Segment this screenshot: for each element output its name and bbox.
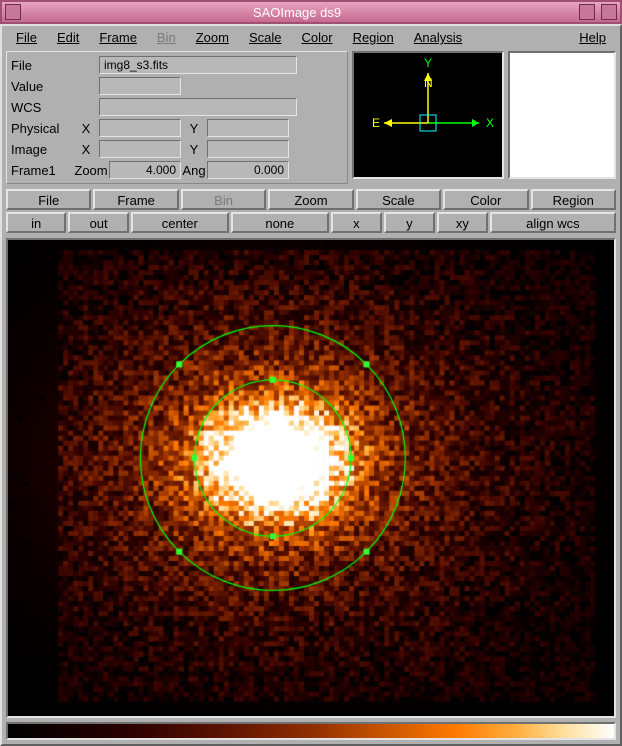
info-zoom-label: Zoom <box>73 163 109 178</box>
btn-flipxy[interactable]: xy <box>437 212 488 233</box>
info-physical-ylabel: Y <box>181 121 207 136</box>
svg-text:N: N <box>424 76 433 90</box>
btn-out[interactable]: out <box>68 212 128 233</box>
info-physical-xlabel: X <box>73 121 99 136</box>
compass-panel[interactable]: X Y N E <box>352 51 504 179</box>
window-menu-button[interactable] <box>2 4 24 20</box>
menu-help[interactable]: Help <box>571 28 614 47</box>
info-image-ylabel: Y <box>181 142 207 157</box>
image-canvas <box>8 240 610 714</box>
btn-none[interactable]: none <box>231 212 329 233</box>
btn-alignwcs[interactable]: align wcs <box>490 212 616 233</box>
btn-region[interactable]: Region <box>531 189 616 210</box>
image-display[interactable] <box>6 238 616 718</box>
info-physical-x <box>99 119 181 137</box>
menu-analysis[interactable]: Analysis <box>406 28 470 47</box>
menu-file[interactable]: File <box>8 28 45 47</box>
info-wcs-label: WCS <box>9 100 73 115</box>
info-ang-label: Ang <box>181 163 207 178</box>
info-file-value: img8_s3.fits <box>99 56 297 74</box>
menu-zoom[interactable]: Zoom <box>188 28 237 47</box>
menu-edit[interactable]: Edit <box>49 28 87 47</box>
window-minimize-button[interactable] <box>579 4 595 20</box>
buttonbar-main: File Frame Bin Zoom Scale Color Region <box>2 188 620 211</box>
window-title: SAOImage ds9 <box>24 5 570 20</box>
info-ang-value: 0.000 <box>207 161 289 179</box>
btn-frame[interactable]: Frame <box>93 189 178 210</box>
info-image-xlabel: X <box>73 142 99 157</box>
menu-bin: Bin <box>149 28 184 47</box>
info-grid: File img8_s3.fits Value WCS Physical X Y <box>6 51 348 184</box>
info-zoom-value: 4.000 <box>109 161 181 179</box>
info-physical-y <box>207 119 289 137</box>
buttonbar-zoom: in out center none x y xy align wcs <box>2 211 620 234</box>
info-value-value <box>99 77 181 95</box>
btn-in[interactable]: in <box>6 212 66 233</box>
btn-color[interactable]: Color <box>443 189 528 210</box>
info-wcs-value <box>99 98 297 116</box>
info-frame-label: Frame1 <box>9 163 73 178</box>
btn-center[interactable]: center <box>131 212 229 233</box>
menu-frame[interactable]: Frame <box>91 28 145 47</box>
info-file-label: File <box>9 58 73 73</box>
info-image-y <box>207 140 289 158</box>
info-image-x <box>99 140 181 158</box>
btn-flipx[interactable]: x <box>331 212 382 233</box>
btn-zoom[interactable]: Zoom <box>268 189 353 210</box>
window-maximize-button[interactable] <box>601 4 617 20</box>
titlebar: SAOImage ds9 <box>0 0 622 24</box>
svg-text:X: X <box>486 116 494 130</box>
app-window: File Edit Frame Bin Zoom Scale Color Reg… <box>0 24 622 746</box>
magnifier-panel[interactable] <box>508 51 616 179</box>
colorbar[interactable] <box>6 722 616 740</box>
btn-file[interactable]: File <box>6 189 91 210</box>
menu-scale[interactable]: Scale <box>241 28 290 47</box>
menu-region[interactable]: Region <box>345 28 402 47</box>
info-physical-label: Physical <box>9 121 73 136</box>
compass-svg: X Y N E <box>354 53 502 177</box>
btn-flipy[interactable]: y <box>384 212 435 233</box>
svg-text:Y: Y <box>424 56 432 70</box>
btn-scale[interactable]: Scale <box>356 189 441 210</box>
btn-bin: Bin <box>181 189 266 210</box>
info-value-label: Value <box>9 79 73 94</box>
info-image-label: Image <box>9 142 73 157</box>
svg-text:E: E <box>372 116 380 130</box>
menubar: File Edit Frame Bin Zoom Scale Color Reg… <box>2 26 620 49</box>
menu-color[interactable]: Color <box>293 28 340 47</box>
